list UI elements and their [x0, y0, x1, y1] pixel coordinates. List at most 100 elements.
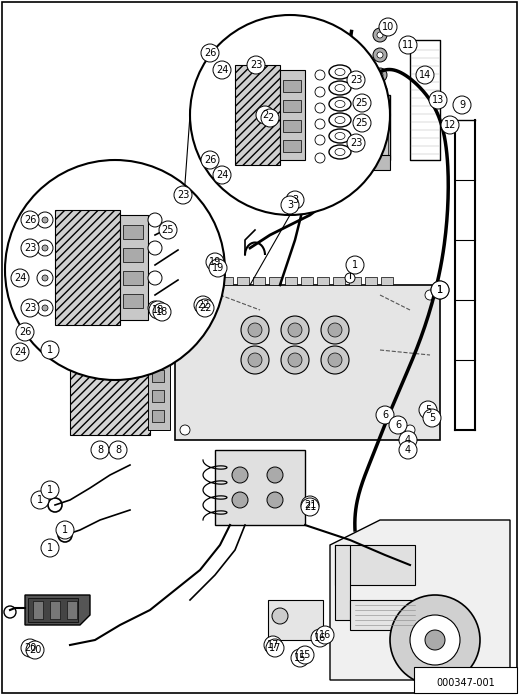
Text: 20: 20 — [29, 645, 41, 655]
Bar — [221, 277, 233, 285]
Bar — [70, 355, 150, 435]
Bar — [175, 292, 205, 314]
Bar — [283, 140, 301, 152]
Bar — [300, 148, 315, 173]
Bar — [123, 271, 143, 285]
Circle shape — [281, 196, 299, 214]
Circle shape — [159, 221, 177, 239]
Circle shape — [321, 316, 349, 344]
Polygon shape — [330, 520, 510, 680]
Circle shape — [315, 87, 325, 97]
Bar — [301, 277, 313, 285]
Circle shape — [377, 72, 383, 78]
Text: 2: 2 — [262, 110, 268, 120]
Circle shape — [288, 323, 302, 337]
Circle shape — [194, 296, 212, 314]
Text: 13: 13 — [432, 95, 444, 105]
Circle shape — [213, 166, 231, 184]
Text: GolfCartPartsDirect: GolfCartPartsDirect — [141, 254, 378, 357]
Circle shape — [148, 213, 162, 227]
Text: 23: 23 — [350, 138, 362, 148]
Bar — [320, 85, 330, 97]
Circle shape — [148, 241, 162, 255]
Text: 11: 11 — [402, 40, 414, 50]
Circle shape — [31, 491, 49, 509]
Text: 10: 10 — [382, 22, 394, 32]
Bar — [414, 667, 517, 693]
Text: 15: 15 — [299, 650, 311, 660]
Text: 9: 9 — [459, 100, 465, 110]
Circle shape — [291, 649, 309, 667]
Circle shape — [315, 70, 325, 80]
Circle shape — [232, 492, 248, 508]
Text: 25: 25 — [356, 118, 368, 128]
Text: 24: 24 — [14, 347, 26, 357]
Circle shape — [405, 425, 415, 435]
Circle shape — [42, 245, 48, 251]
Text: 26: 26 — [19, 327, 31, 337]
Circle shape — [26, 641, 44, 659]
Circle shape — [37, 270, 53, 286]
Circle shape — [37, 300, 53, 316]
Circle shape — [377, 32, 383, 38]
Bar — [152, 410, 164, 422]
Circle shape — [153, 303, 171, 321]
Bar — [67, 601, 77, 619]
Bar — [237, 277, 249, 285]
Circle shape — [373, 28, 387, 42]
Text: 6: 6 — [382, 410, 388, 420]
Circle shape — [425, 290, 435, 300]
Text: 12: 12 — [444, 120, 456, 130]
Bar — [283, 100, 301, 112]
Circle shape — [377, 52, 383, 58]
Bar — [283, 120, 301, 132]
Text: 1: 1 — [437, 285, 443, 295]
Bar — [175, 285, 440, 440]
Circle shape — [347, 71, 365, 89]
Text: 4: 4 — [405, 435, 411, 445]
Circle shape — [431, 281, 449, 299]
Circle shape — [425, 630, 445, 650]
Circle shape — [377, 87, 383, 93]
Circle shape — [389, 416, 407, 434]
Polygon shape — [25, 595, 90, 625]
Circle shape — [399, 441, 417, 459]
Text: 3: 3 — [287, 200, 293, 210]
Circle shape — [256, 106, 274, 124]
Bar — [205, 277, 217, 285]
Text: 000347-001: 000347-001 — [436, 678, 495, 688]
Text: 20: 20 — [24, 643, 36, 653]
Circle shape — [373, 98, 387, 112]
Circle shape — [301, 496, 319, 514]
Bar — [123, 248, 143, 262]
Circle shape — [315, 153, 325, 163]
Bar — [381, 277, 393, 285]
Bar — [335, 545, 415, 585]
Circle shape — [346, 256, 364, 274]
Circle shape — [16, 323, 34, 341]
Circle shape — [419, 401, 437, 419]
Text: 16: 16 — [314, 633, 326, 643]
Circle shape — [247, 56, 265, 74]
Circle shape — [376, 406, 394, 424]
Bar — [235, 65, 280, 165]
Text: 1: 1 — [37, 495, 43, 505]
Circle shape — [232, 467, 248, 483]
Text: 8: 8 — [97, 445, 103, 455]
Circle shape — [288, 353, 302, 367]
Circle shape — [301, 498, 319, 516]
Circle shape — [453, 96, 471, 114]
Text: 19: 19 — [212, 263, 224, 273]
Text: 4: 4 — [405, 445, 411, 455]
Text: 1: 1 — [352, 260, 358, 270]
Circle shape — [206, 253, 224, 271]
Text: 26: 26 — [204, 155, 216, 165]
Circle shape — [267, 492, 283, 508]
Text: 25: 25 — [162, 225, 174, 235]
Circle shape — [41, 481, 59, 499]
Bar — [312, 97, 388, 158]
Circle shape — [209, 259, 227, 277]
Circle shape — [109, 441, 127, 459]
Circle shape — [373, 83, 387, 97]
Circle shape — [281, 346, 309, 374]
